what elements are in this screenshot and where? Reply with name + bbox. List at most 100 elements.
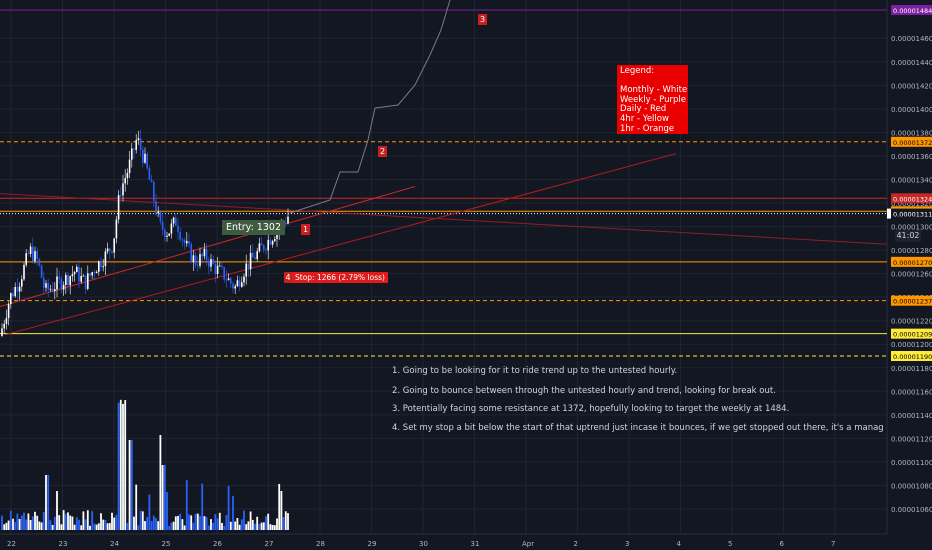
note-4: 4. Set my stop a bit below the start of … (392, 423, 884, 433)
volume-bar (201, 483, 204, 530)
volume-bar (282, 517, 285, 530)
volume-bar (31, 516, 34, 530)
x-tick-label: 26 (213, 540, 222, 548)
volume-bar (58, 515, 61, 530)
price-level-label: 0.00001311 (893, 211, 932, 219)
candle-body (95, 271, 98, 274)
price-level-tag (891, 5, 932, 15)
volume-bar (5, 522, 8, 530)
volume-bar (73, 524, 76, 530)
candle-body (54, 289, 56, 292)
candle-body (56, 276, 58, 290)
volume-bar (174, 516, 177, 530)
price-level-label: 0.00001209 (893, 331, 932, 339)
candle-body (82, 275, 85, 277)
volume-bar (93, 523, 96, 530)
volume-bar (42, 511, 45, 530)
candle-body (186, 241, 188, 244)
volume-bar (128, 440, 131, 530)
candle-body (150, 179, 153, 182)
candle-body (40, 265, 43, 278)
volume-bar (247, 521, 250, 530)
candle-body (111, 251, 113, 253)
trend-line-daily (4, 153, 677, 336)
volume-bar (16, 513, 19, 530)
volume-bar (271, 524, 274, 530)
candle-body (135, 140, 137, 150)
candle-body (199, 254, 201, 266)
volume-bar (185, 480, 188, 530)
candle-body (7, 304, 10, 319)
volume-bar (249, 511, 252, 530)
price-level-tag (891, 256, 932, 267)
candle-body (168, 233, 170, 236)
candle-body (203, 248, 206, 257)
volume-bar (144, 521, 146, 530)
volume-bar (166, 492, 168, 530)
volume-bar (1, 515, 3, 530)
volume-bar (157, 521, 160, 530)
candle-body (183, 239, 186, 244)
volume-bar (194, 513, 197, 530)
candle-body (38, 258, 41, 266)
candle-body (139, 138, 142, 150)
volume-bar (82, 511, 85, 530)
volume-bar (23, 512, 25, 530)
candle-body (190, 243, 192, 262)
y-tick-label: 0.00001160 (891, 388, 932, 396)
candle-body (16, 286, 19, 292)
volume-bar (45, 475, 47, 530)
candle-body (197, 265, 199, 266)
candle-body (238, 280, 241, 287)
volume-bar (124, 400, 127, 530)
volume-bar (280, 491, 283, 530)
volume-bar (287, 513, 289, 530)
y-tick-label: 0.00001260 (891, 271, 932, 279)
candle-body (106, 248, 109, 252)
volume-bar (100, 513, 102, 530)
volume-bar (251, 519, 254, 530)
volume-bar (49, 520, 52, 530)
candle-body (201, 254, 203, 257)
x-tick-label: 7 (831, 540, 835, 548)
candle-body (161, 221, 164, 230)
candle-body (32, 246, 34, 262)
volume-bar (260, 522, 263, 530)
candle-body (274, 239, 276, 242)
volume-bar (7, 520, 10, 530)
candle-body (179, 232, 181, 240)
stop-label: Stop: 1266 (2.79% loss) (292, 272, 388, 283)
volume-bar (69, 515, 72, 530)
volume-bar (86, 510, 89, 530)
volume-bar (25, 519, 28, 530)
volume-bar (139, 510, 142, 530)
x-tick-label: Apr (522, 540, 534, 548)
candle-body (194, 255, 197, 266)
candle-body (256, 251, 258, 260)
x-tick-label: 30 (419, 540, 428, 548)
candle-body (227, 278, 230, 281)
candle-body (285, 222, 287, 224)
volume-bar (276, 518, 278, 530)
volume-bar (172, 521, 175, 530)
candle-body (89, 273, 91, 276)
candle-body (80, 275, 82, 282)
candle-body (287, 216, 289, 224)
volume-bar (236, 518, 239, 530)
x-tick-label: 25 (162, 540, 171, 548)
volume-bar (243, 510, 245, 530)
volume-bar (196, 513, 199, 530)
candle-body (247, 263, 250, 270)
y-tick-label: 0.00001300 (891, 224, 932, 232)
entry-label: Entry: 1302 (222, 220, 285, 235)
volume-bar (36, 515, 39, 530)
volume-bar (190, 515, 193, 530)
x-tick-label: 4 (677, 540, 682, 548)
volume-bar (265, 516, 267, 530)
candle-body (181, 239, 184, 241)
y-tick-label: 0.00001400 (891, 106, 932, 114)
volume-bar (40, 522, 43, 530)
candle-body (51, 288, 54, 292)
volume-bar (117, 402, 120, 530)
